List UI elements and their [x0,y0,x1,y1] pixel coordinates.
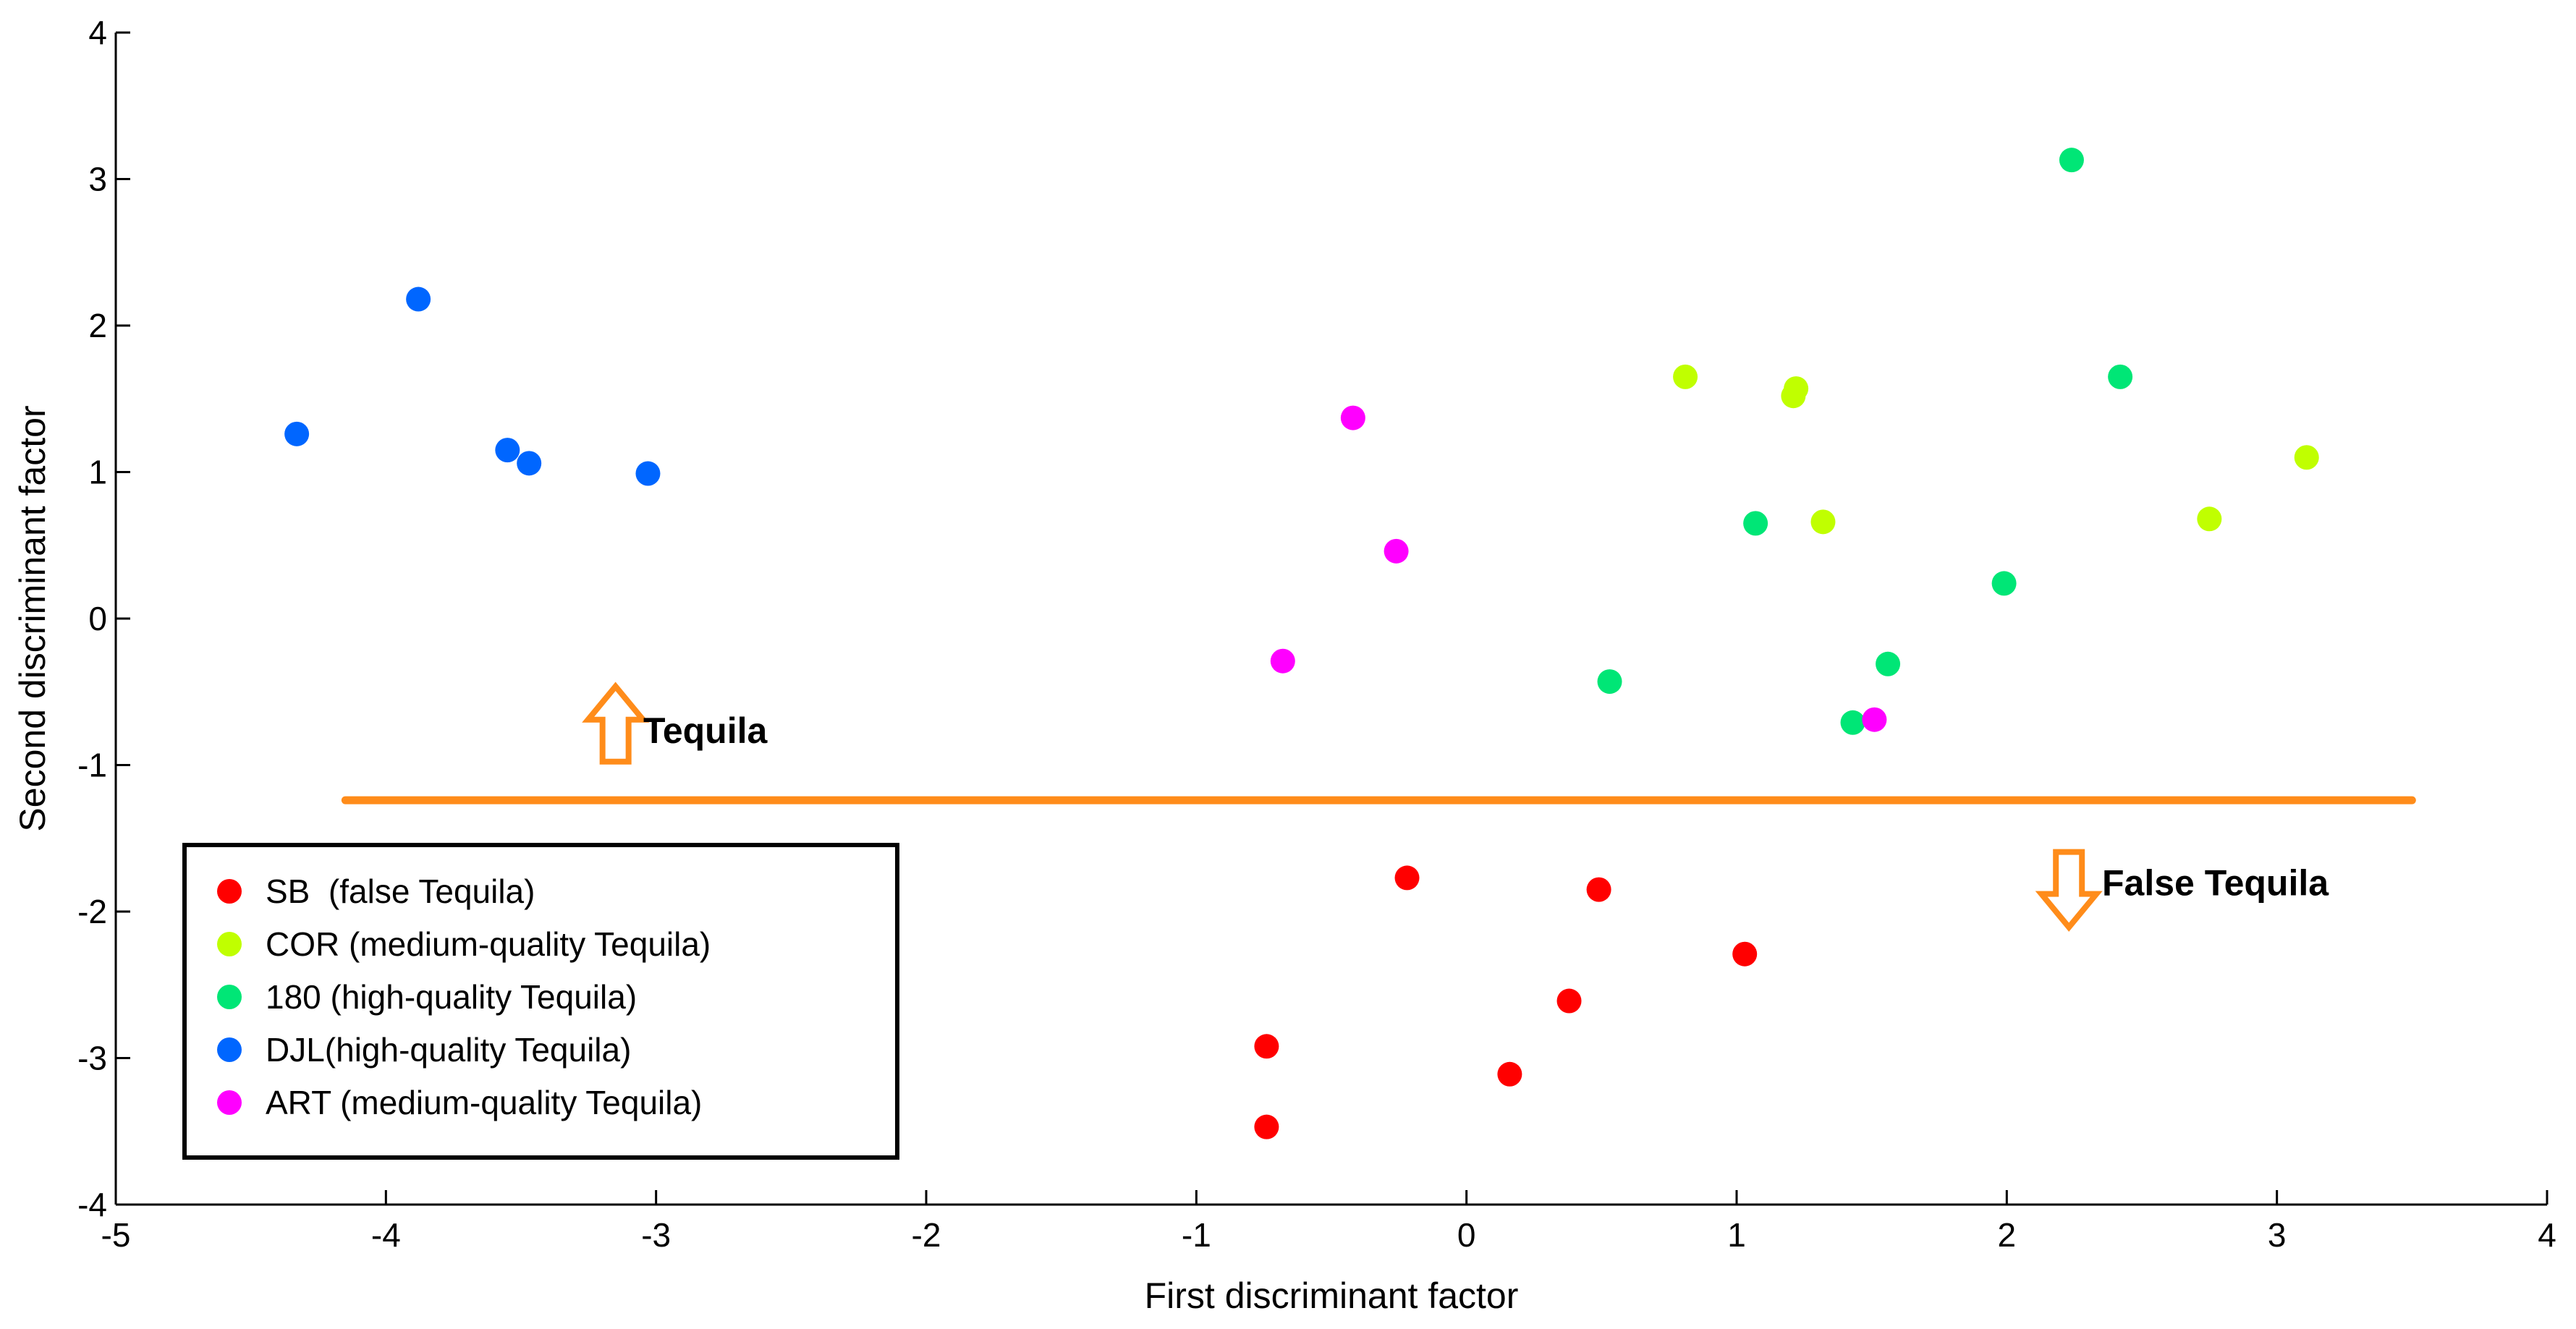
data-point-series-5 [1862,707,1887,732]
data-point-series-1 [1254,1034,1279,1059]
y-tick-label: 2 [88,307,107,344]
data-point-series-1 [1732,941,1758,967]
data-point-series-2 [1781,383,1806,409]
x-tick-label: 2 [1998,1216,2017,1254]
data-point-series-3 [1876,651,1901,676]
y-tick-label: -4 [77,1186,107,1223]
data-point-series-3 [1743,511,1768,536]
data-point-series-1 [1497,1061,1522,1087]
y-axis-title: Second discriminant factor [12,405,53,831]
data-point-series-3 [1597,669,1622,695]
legend-label: COR (medium-quality Tequila) [266,925,711,963]
data-point-series-2 [2197,506,2222,532]
x-tick-label: -4 [371,1216,401,1254]
y-tick-label: 0 [88,600,107,637]
x-axis-title: First discriminant factor [1145,1275,1519,1316]
data-point-series-5 [1384,538,1409,564]
x-tick-label: 0 [1457,1216,1476,1254]
x-tick-label: -1 [1182,1216,1211,1254]
data-point-series-2 [1673,364,1698,389]
legend-label: DJL(high-quality Tequila) [266,1031,631,1069]
x-tick-label: 3 [2268,1216,2287,1254]
x-tick-label: 4 [2538,1216,2556,1254]
data-point-series-5 [1340,405,1365,430]
legend-marker [217,985,242,1009]
y-tick-label: 1 [88,454,107,491]
legend-label: SB (false Tequila) [266,872,535,910]
data-point-series-1 [1586,877,1611,902]
legend-label: ART (medium-quality Tequila) [266,1084,702,1121]
legend-marker [217,879,242,904]
legend-box [182,843,899,1160]
data-point-series-3 [1840,710,1865,735]
y-tick-label: 3 [88,161,107,198]
y-tick-label: -3 [77,1040,107,1077]
legend-marker [217,932,242,956]
data-point-series-2 [1810,509,1836,535]
data-point-series-5 [1270,648,1295,674]
data-point-series-4 [495,438,520,463]
data-point-series-1 [1556,988,1582,1014]
data-point-series-1 [1394,865,1420,891]
arrow-up-icon [582,682,650,765]
data-point-series-3 [2108,364,2133,389]
legend-marker [217,1090,242,1115]
legend-marker [217,1037,242,1062]
data-points [284,148,2319,1139]
data-point-series-4 [635,461,661,486]
x-tick-label: -3 [641,1216,671,1254]
legend-label: 180 (high-quality Tequila) [266,978,637,1016]
data-point-series-4 [517,451,542,476]
y-tick-label: 4 [88,14,107,51]
y-tick-label: -2 [77,893,107,930]
data-point-series-4 [284,421,310,446]
data-point-series-3 [1991,571,2017,596]
annotation-label: False Tequila [2102,863,2329,904]
legend: SB (false Tequila) COR (medium-quality Te… [182,843,899,1160]
x-tick-label: -5 [101,1216,131,1254]
data-point-series-3 [2059,148,2084,173]
x-tick-label: -2 [912,1216,941,1254]
x-tick-label: 1 [1727,1216,1746,1254]
data-point-series-2 [2294,445,2319,470]
y-tick-label: -1 [77,747,107,784]
annotation-label: Tequila [643,710,768,751]
data-point-series-4 [406,286,431,312]
arrow-down-icon [2035,849,2103,932]
data-point-series-1 [1254,1114,1279,1139]
annotations: Tequila False Tequila [582,682,2329,932]
